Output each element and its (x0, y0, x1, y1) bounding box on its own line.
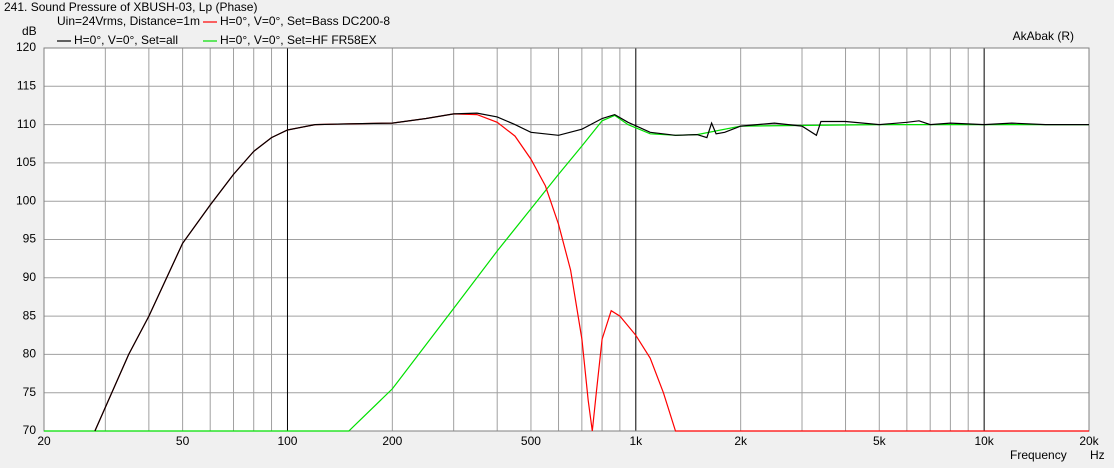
y-tick-label: 75 (23, 385, 37, 399)
plot-frame (43, 47, 1090, 432)
y-tick-label: 110 (17, 117, 36, 131)
y-tick-label: 85 (23, 308, 37, 322)
x-tick-label: 20 (37, 434, 51, 448)
x-tick-label: 100 (277, 434, 297, 448)
y-tick-label: 70 (23, 423, 37, 437)
legend-label: H=0°, V=0°, Set=all (74, 33, 178, 47)
annotation: AkAbak (R) (1013, 29, 1074, 43)
y-tick-label: 80 (23, 347, 37, 361)
legend-label: H=0°, V=0°, Set=Bass DC200-8 (220, 14, 390, 28)
x-tick-label: 10k (974, 434, 994, 448)
x-tick-label: 2k (734, 434, 748, 448)
x-tick-label: 1k (629, 434, 643, 448)
y-tick-label: 120 (16, 40, 36, 54)
y-tick-label: 95 (23, 232, 37, 246)
y-tick-label: 105 (16, 155, 36, 169)
x-axis-label: Frequency (1010, 448, 1067, 462)
chart-title: 241. Sound Pressure of XBUSH-03, Lp (Pha… (4, 0, 257, 14)
series-line (94, 112, 1089, 432)
y-axis-label: dB (22, 24, 37, 38)
x-tick-label: 200 (382, 434, 402, 448)
y-tick-label: 115 (17, 78, 36, 92)
y-tick-label: 90 (23, 270, 37, 284)
series-line (44, 114, 1089, 432)
subtitle: Uin=24Vrms, Distance=1m (57, 14, 200, 28)
x-tick-label: 50 (176, 434, 190, 448)
x-tick-label: 20k (1079, 434, 1099, 448)
x-tick-label: 5k (873, 434, 887, 448)
x-axis-unit: Hz (1090, 448, 1105, 462)
y-tick-label: 100 (16, 193, 36, 207)
x-tick-label: 500 (521, 434, 541, 448)
legend-label: H=0°, V=0°, Set=HF FR58EX (220, 33, 377, 47)
